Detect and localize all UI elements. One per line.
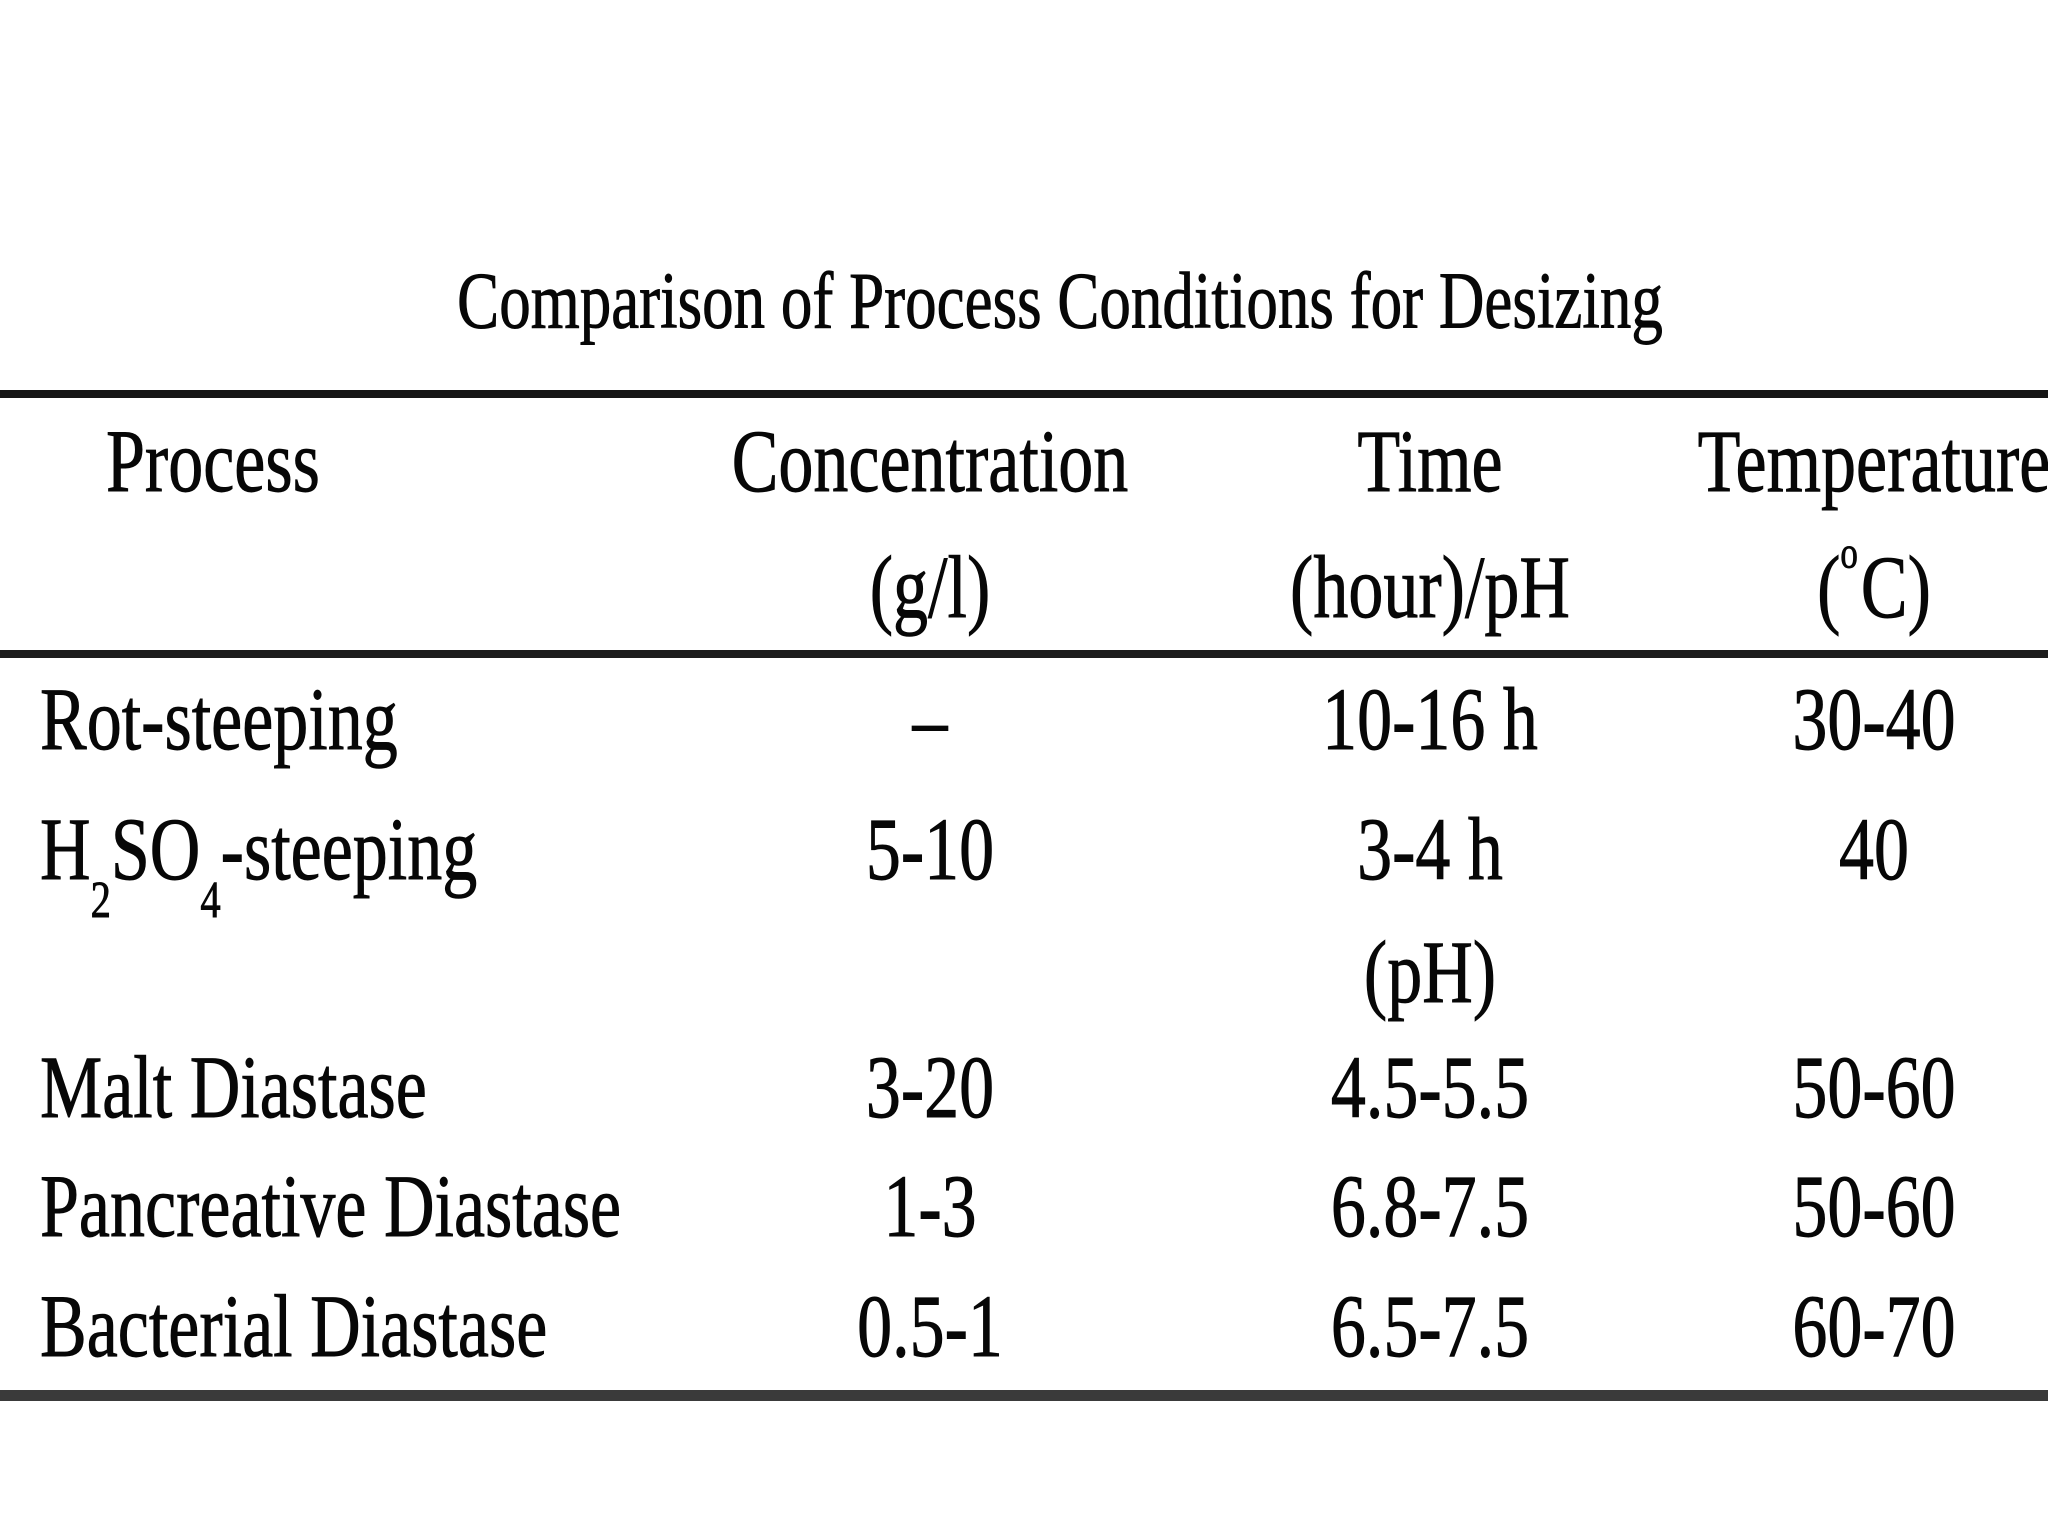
cell-process: Rot-steeping	[40, 671, 398, 769]
table-row: Malt Diastase 3-20 4.5-5.5 50-60	[0, 1031, 2048, 1149]
cell-process: H2SO4-steeping	[0, 785, 700, 929]
cell-temperature: 30-40	[1792, 671, 1956, 769]
table-top-rule	[0, 390, 2048, 398]
header-label-time: Time	[1357, 413, 1503, 512]
table-header-row-units: (g/l) (hour)/pH (oC)	[0, 530, 2048, 650]
cell-time: 3-4 h	[1357, 801, 1504, 899]
cell-concentration: 5-10	[865, 801, 995, 899]
subscript-2: 2	[90, 871, 111, 929]
cell-time: 6.5-7.5	[1330, 1278, 1530, 1377]
header-unit-process-empty	[0, 530, 700, 650]
cell-time: 10-16 h	[1322, 671, 1539, 769]
table-row: H2SO4-steeping 5-10 3-4 h 40	[0, 785, 2048, 929]
header-label-temperature: Temperature	[1697, 413, 2048, 512]
header-unit-gpl: (g/l)	[869, 539, 991, 638]
table-title-text: Comparison of Process Conditions for Des…	[457, 256, 1663, 346]
table-row: Rot-steeping – 10-16 h 30-40	[0, 658, 2048, 785]
table-row: Bacterial Diastase 0.5-1 6.5-7.5 60-70	[0, 1268, 2048, 1390]
cell-temperature: 50-60	[1792, 1158, 1956, 1256]
table-header: Process Concentration Time Temperature (…	[0, 398, 2048, 650]
chemical-formula-h2so4: H2SO4-steeping	[40, 801, 478, 929]
header-unit-celsius: (oC)	[1817, 528, 1932, 638]
cell-temperature	[1700, 918, 2048, 1031]
table-row: (pH)	[0, 918, 2048, 1031]
table-body: Rot-steeping – 10-16 h 30-40 H2SO4-steep…	[0, 658, 2048, 1390]
cell-process	[0, 918, 700, 1031]
subscript-4: 4	[200, 871, 221, 929]
header-cell-process: Process	[0, 398, 700, 530]
desizing-process-table: Process Concentration Time Temperature (…	[0, 398, 2048, 1390]
table-header-row-labels: Process Concentration Time Temperature	[0, 398, 2048, 530]
cell-process: Bacterial Diastase	[40, 1278, 548, 1377]
cell-temperature: 40	[1839, 801, 1910, 899]
header-cell-concentration: Concentration	[700, 398, 1160, 530]
table-bottom-rule	[0, 1390, 2048, 1401]
cell-temperature: 50-60	[1792, 1039, 1956, 1138]
cell-process: Pancreative Diastase	[40, 1158, 622, 1256]
degree-superscript: o	[1840, 528, 1858, 578]
cell-concentration: 0.5-1	[857, 1278, 1004, 1377]
header-unit-time: (hour)/pH	[1160, 530, 1700, 650]
cell-concentration: –	[700, 658, 1160, 785]
table-header-rule	[0, 650, 2048, 658]
cell-process: Malt Diastase	[40, 1039, 428, 1138]
header-unit-concentration: (g/l)	[700, 530, 1160, 650]
header-label-concentration: Concentration	[731, 413, 1129, 512]
cell-temperature: 60-70	[1792, 1278, 1956, 1377]
header-cell-temperature: Temperature	[1697, 398, 2048, 530]
dash-placeholder: –	[912, 671, 948, 769]
cell-time: 4.5-5.5	[1330, 1039, 1530, 1138]
cell-concentration: 3-20	[865, 1039, 995, 1138]
table-row: Pancreative Diastase 1-3 6.8-7.5 50-60	[0, 1149, 2048, 1268]
header-unit-temperature: (oC)	[1700, 530, 2048, 650]
cell-concentration: 1-3	[883, 1158, 977, 1256]
header-unit-hour-ph: (hour)/pH	[1290, 539, 1571, 638]
header-label-process: Process	[106, 413, 321, 512]
header-cell-time: Time	[1160, 398, 1700, 530]
cell-time: 6.8-7.5	[1330, 1158, 1530, 1256]
table-title: Comparison of Process Conditions for Des…	[72, 250, 2048, 354]
cell-concentration	[700, 918, 1160, 1031]
cell-time-ph-note: (pH)	[1363, 924, 1497, 1022]
